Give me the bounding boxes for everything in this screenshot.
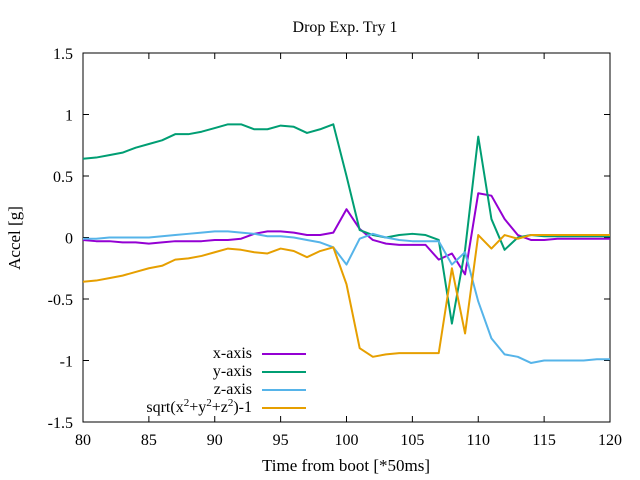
x-tick-label: 80: [75, 432, 91, 449]
series-line-y-axis: [82, 123, 610, 325]
y-tick-label: 1.5: [53, 46, 73, 63]
legend-label-z-axis: z-axis: [214, 381, 252, 398]
x-tick-label: 105: [400, 432, 424, 449]
y-tick-label: -0.5: [48, 292, 73, 309]
y-tick-label: 1: [65, 108, 73, 125]
x-tick-label: 95: [273, 432, 289, 449]
x-tick-label: 115: [532, 432, 555, 449]
x-tick-label: 100: [335, 432, 359, 449]
x-axis-ticks: 80 85 90 95 100 105 110 115 120: [75, 53, 622, 449]
legend: x-axis y-axis z-axis sqrt(x2+y2+z2)-1: [146, 345, 306, 416]
x-tick-label: 120: [598, 432, 622, 449]
y-tick-label: -1: [60, 354, 73, 371]
legend-label-magnitude: sqrt(x2+y2+z2)-1: [146, 397, 252, 416]
legend-label-x-axis: x-axis: [213, 345, 252, 362]
x-tick-label: 110: [467, 432, 490, 449]
chart-title: Drop Exp. Try 1: [293, 19, 398, 36]
x-axis-label: Time from boot [*50ms]: [262, 456, 430, 475]
y-tick-label: -1.5: [48, 415, 73, 432]
x-tick-label: 90: [207, 432, 223, 449]
y-tick-label: 0.5: [53, 169, 73, 186]
x-tick-label: 85: [141, 432, 157, 449]
series-line-z-axis: [83, 230, 610, 364]
legend-label-y-axis: y-axis: [213, 363, 252, 380]
y-axis-ticks: -1.5 -1 -0.5 0 0.5 1 1.5: [48, 46, 610, 432]
series-line-x-axis: [82, 192, 610, 276]
y-tick-label: 0: [65, 231, 73, 248]
plot-frame: [82, 52, 611, 423]
y-axis-label: Accel [g]: [5, 206, 24, 270]
series-lines: [82, 123, 610, 364]
series-line-magnitude: [82, 234, 610, 358]
